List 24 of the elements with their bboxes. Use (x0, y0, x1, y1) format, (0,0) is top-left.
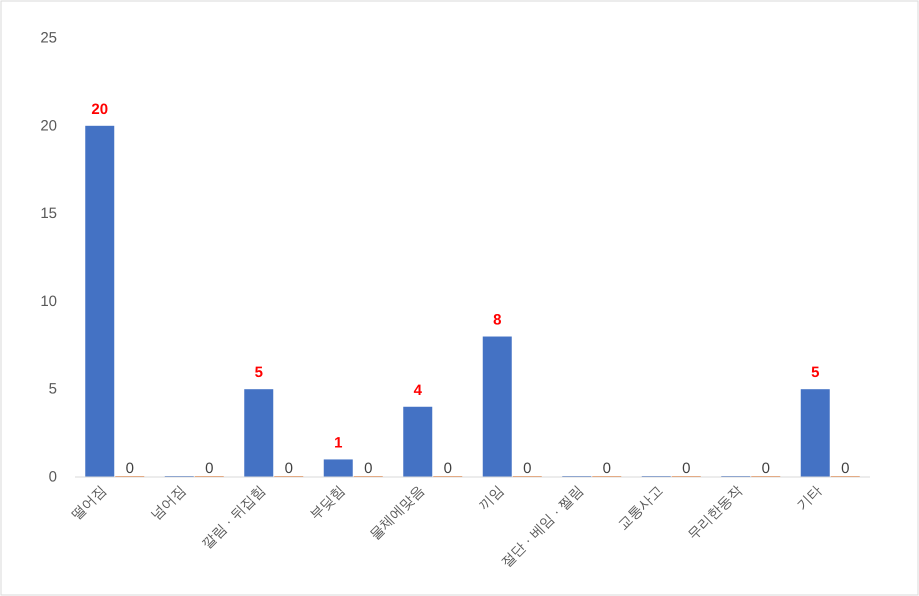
data-label: 0 (444, 460, 452, 477)
x-tick-label: 끼임 (475, 482, 506, 513)
data-label: 0 (126, 460, 134, 477)
y-tick-label: 25 (40, 30, 57, 46)
y-tick-label: 10 (40, 292, 57, 310)
y-tick-label: 5 (48, 380, 57, 398)
data-label: 0 (364, 460, 372, 477)
data-label: 0 (602, 460, 611, 477)
data-label: 8 (493, 312, 502, 329)
data-label: 4 (414, 382, 423, 399)
y-tick-label: 20 (40, 117, 57, 134)
y-tick-label: 15 (40, 205, 57, 222)
data-label: 0 (682, 460, 690, 477)
data-label: 5 (811, 364, 820, 382)
data-label: 0 (284, 460, 293, 477)
data-label: 0 (762, 460, 770, 477)
y-tick-label: 0 (48, 468, 57, 486)
data-label: 1 (334, 434, 342, 452)
data-label: 0 (523, 460, 532, 477)
data-label: 0 (205, 460, 214, 477)
data-label: 0 (841, 460, 850, 477)
x-tick-label: 기타 (793, 482, 824, 513)
data-label: 5 (254, 364, 263, 382)
data-label: 20 (91, 100, 108, 118)
